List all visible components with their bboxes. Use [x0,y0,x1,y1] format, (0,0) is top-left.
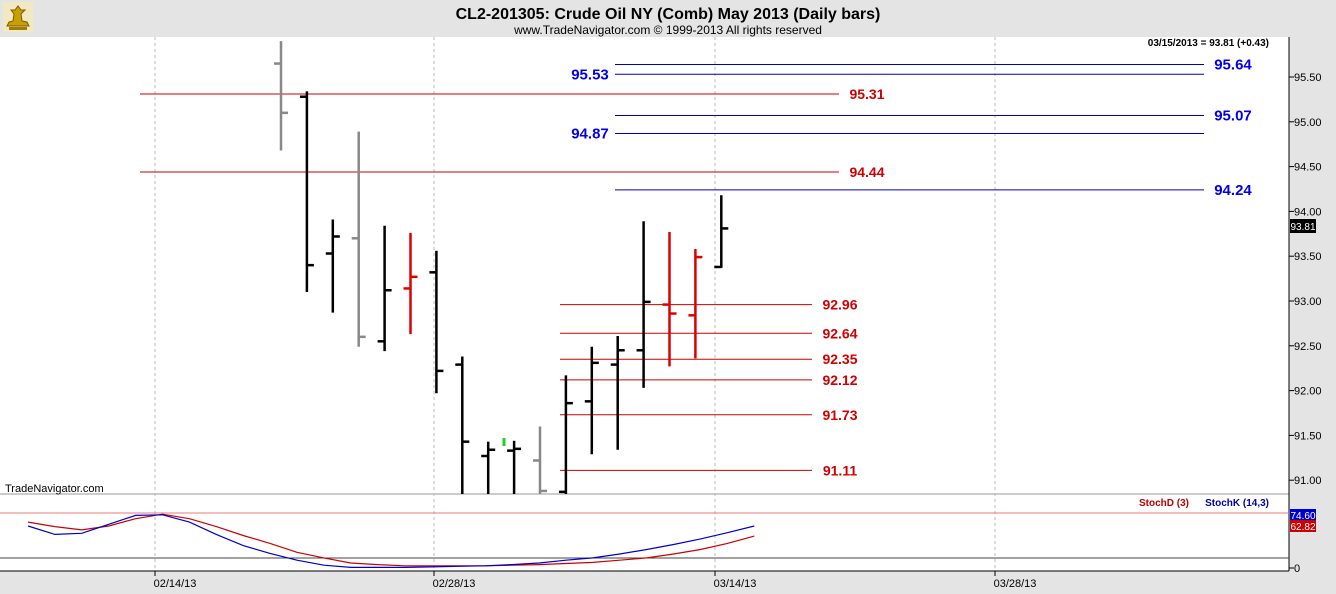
price-axis: 95.50 95.00 94.50 94.00 93.50 93.00 92.50 92.00… [1289,72,1322,487]
chart-title: CL2-201305: Crude Oil NY (Comb) May 2013… [456,6,881,23]
price-tick-label: 93.50 [1294,251,1322,263]
ohlc-bar [714,195,729,269]
price-tick-label: 95.50 [1294,72,1322,84]
date-tick-label: 02/14/13 [154,578,197,590]
stochastic-panel [0,494,1289,571]
ohlc-bar [533,426,547,494]
ohlc-bar [429,250,444,394]
stoch-axis: 0 [1289,563,1300,575]
price-tick-label: 91.00 [1294,475,1322,487]
stochastic-lines [27,513,755,569]
blue-level-label: 95.53 [571,66,609,83]
blue-level-label: 95.07 [1214,108,1252,125]
price-tick-label: 93.00 [1294,296,1322,308]
ohlc-bar [299,91,314,293]
watermark: TradeNavigator.com [5,483,104,495]
ohlc-bar [507,440,522,494]
stoch-k-tag: 74.60 [1290,511,1315,522]
price-tick-label: 92.00 [1294,386,1322,398]
date-tick-label: 03/28/13 [994,578,1037,590]
ohlc-bar [610,335,625,450]
price-tick-label: 91.50 [1294,430,1322,442]
copyright-text: www.TradeNavigator.com © 1999-2013 All r… [513,23,822,37]
ohlc-bar [636,221,651,388]
ohlc-bar [325,219,340,313]
price-tick-label: 95.00 [1294,117,1322,129]
price-tick-label: 92.50 [1294,341,1322,353]
ohlc-bar [481,441,496,494]
price-tick-label: 94.00 [1294,206,1322,218]
blue-level-label: 94.87 [571,125,609,142]
ohlc-bar [688,249,703,359]
red-level-label: 94.44 [849,164,884,180]
red-level-label: 95.31 [849,86,884,102]
ohlc-bar [274,41,288,151]
stoch-d-tag: 62.82 [1290,522,1315,533]
red-level-label: 92.64 [822,325,857,341]
stoch-k-legend: StochK (14,3) [1205,498,1269,509]
date-tick-label: 02/28/13 [433,578,476,590]
red-level-label: 92.35 [822,351,857,367]
ohlc-bar [558,375,573,494]
blue-level-label: 94.24 [1214,182,1252,199]
ohlc-bar [377,225,392,352]
stoch-tick-label: 0 [1294,563,1300,575]
ohlc-bar [403,232,418,335]
price-levels: 95.53 95.64 95.07 94.87 94.24 95.31 94.44 92.96… [140,56,1252,478]
price-tag-box [1290,219,1316,233]
last-quote: 03/15/2013 = 93.81 (+0.43) [1148,38,1269,49]
red-level-label: 92.12 [822,372,857,388]
date-axis: 02/14/13 02/28/13 03/14/13 03/28/13 [0,570,1289,590]
blue-level-label: 95.64 [1214,56,1252,73]
ohlc-bar [584,346,599,455]
stoch-d-line [27,513,755,567]
ohlc-bar [351,131,366,347]
price-tag: 93.81 [1290,222,1315,233]
stoch-d-tag-box [1290,520,1316,532]
stoch-k-tag-box [1290,509,1316,521]
stoch-k-line [27,514,755,569]
price-tick-label: 94.50 [1294,162,1322,174]
red-level-label: 91.73 [822,407,857,423]
bull-bear-logo-icon [3,2,33,32]
vertical-grid [154,37,996,571]
red-level-label: 91.11 [823,462,857,478]
red-level-label: 92.96 [822,297,857,313]
ohlc-bars [274,41,729,494]
ohlc-bar [662,232,677,367]
stoch-d-legend: StochD (3) [1139,498,1189,509]
ohlc-bar [455,356,470,494]
date-tick-label: 03/14/13 [714,578,757,590]
